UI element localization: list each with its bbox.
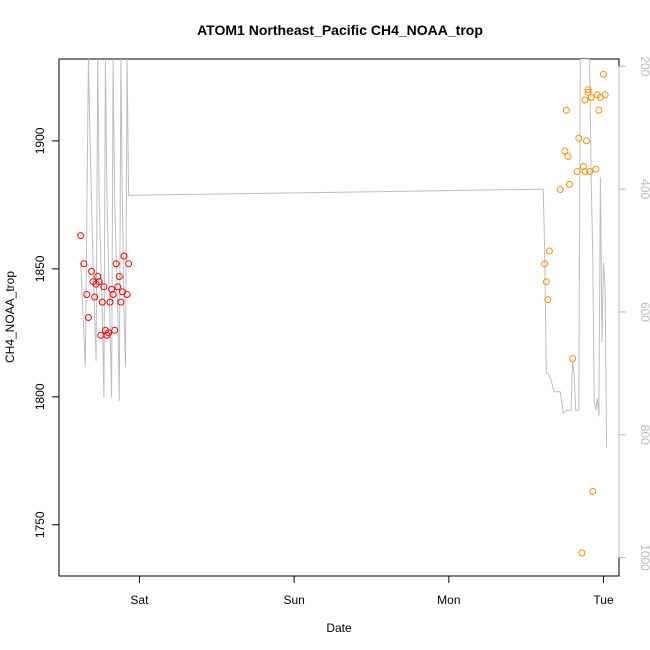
- series-1-point-4: [84, 314, 92, 321]
- series-2-point-10: [569, 355, 577, 362]
- y-axis: 1750 1800 1850 1900: [33, 127, 60, 538]
- series-2-point-23: [592, 165, 600, 173]
- x-tick-label-mon: Mon: [437, 593, 460, 607]
- x-tick-label-sat: Sat: [130, 593, 149, 607]
- pressure-line: [80, 59, 608, 448]
- series-1-point-21: [112, 260, 120, 268]
- series-1-point-3: [83, 291, 91, 298]
- y-tick-label-1800: 1800: [33, 383, 47, 410]
- series-2-point-17: [583, 137, 590, 145]
- y-axis-label: CH4_NOAA_trop: [3, 271, 17, 363]
- series-2-point-22: [589, 488, 597, 495]
- x-axis: Sat Sun Mon Tue: [130, 575, 614, 607]
- series-1-point-17: [106, 298, 114, 306]
- series-2-point-5: [556, 186, 564, 193]
- chart-title: ATOM1 Northeast_Pacific CH4_NOAA_trop: [197, 22, 483, 38]
- series-1-point-24: [117, 298, 125, 306]
- series-1-point-12: [98, 298, 106, 306]
- series-2-point-21: [587, 93, 595, 101]
- series-2-point-12: [575, 134, 583, 142]
- series-2-point-19: [584, 88, 592, 96]
- series-1-point-5: [88, 267, 95, 275]
- series-2-point-18: [584, 86, 592, 94]
- series-1-point-2: [80, 260, 88, 268]
- y-tick-label-1750: 1750: [33, 511, 47, 538]
- y-tick-label-1850: 1850: [33, 255, 47, 282]
- y2-axis-right: 200 400 600 800 1000: [618, 56, 650, 571]
- series-2-point-4: [545, 247, 553, 255]
- series-1-point-13: [100, 283, 108, 291]
- series-2-point-25: [595, 106, 603, 114]
- series-2-point-28: [601, 91, 609, 99]
- line-layer: [80, 59, 608, 448]
- series-1-point-1: [77, 232, 85, 240]
- series-1-point-16: [105, 329, 112, 337]
- series-1-point-27: [123, 291, 131, 298]
- x-axis-label: Date: [326, 621, 352, 635]
- series-2-point-27: [600, 70, 607, 78]
- plot-area: [58, 58, 620, 577]
- series-1-point-22: [114, 283, 122, 291]
- series-1-point-26: [120, 252, 128, 260]
- series-1-point-28: [125, 260, 133, 268]
- series-2-point-15: [581, 96, 589, 104]
- series-2-point-7: [562, 106, 570, 114]
- series-2-point-9: [566, 180, 573, 188]
- y-tick-label-1900: 1900: [33, 127, 47, 154]
- series-2-point-11: [573, 168, 581, 176]
- series-2-point-20: [586, 168, 594, 176]
- series-2-point-6: [561, 147, 569, 155]
- series-1-point-23: [115, 273, 123, 280]
- plot-frame: [58, 58, 620, 577]
- series-2-point-16: [581, 168, 589, 176]
- y2-tick-label-600: 600: [638, 302, 650, 322]
- series-1-point-19: [109, 291, 117, 298]
- series-1-point-7: [91, 293, 99, 301]
- series-1-point-20: [111, 326, 119, 334]
- series-1-point-10: [95, 278, 103, 286]
- points-layer: [77, 70, 609, 557]
- series-2-point-8: [564, 152, 572, 160]
- x-tick-label-tue: Tue: [593, 593, 614, 607]
- y2-tick-label-1000: 1000: [638, 544, 650, 571]
- series-2-point-2: [542, 278, 550, 286]
- y2-tick-label-200: 200: [638, 56, 650, 76]
- y2-tick-label-400: 400: [638, 179, 650, 199]
- y2-tick-label-800: 800: [638, 425, 650, 445]
- series-2-point-1: [541, 260, 549, 268]
- series-2-point-13: [578, 549, 586, 557]
- x-tick-label-sun: Sun: [283, 593, 304, 607]
- series-2-point-3: [544, 296, 552, 304]
